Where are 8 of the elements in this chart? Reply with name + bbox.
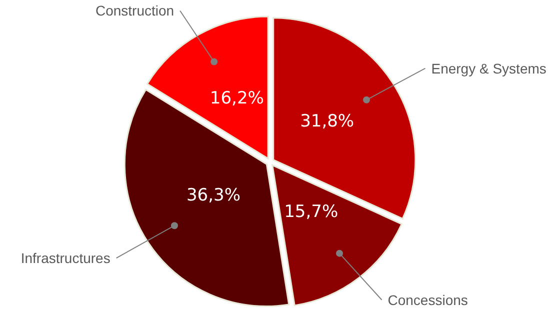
data-label: 36,3% [186, 186, 240, 206]
slice-label: Construction [95, 2, 174, 19]
slice-label: Infrastructures [20, 250, 110, 266]
data-label: 31,8% [300, 111, 354, 132]
slice-label: Concessions [388, 292, 468, 308]
data-label: 16,2% [210, 88, 264, 109]
slice-label: Energy & Systems [431, 60, 546, 76]
data-label: 15,7% [284, 202, 338, 222]
